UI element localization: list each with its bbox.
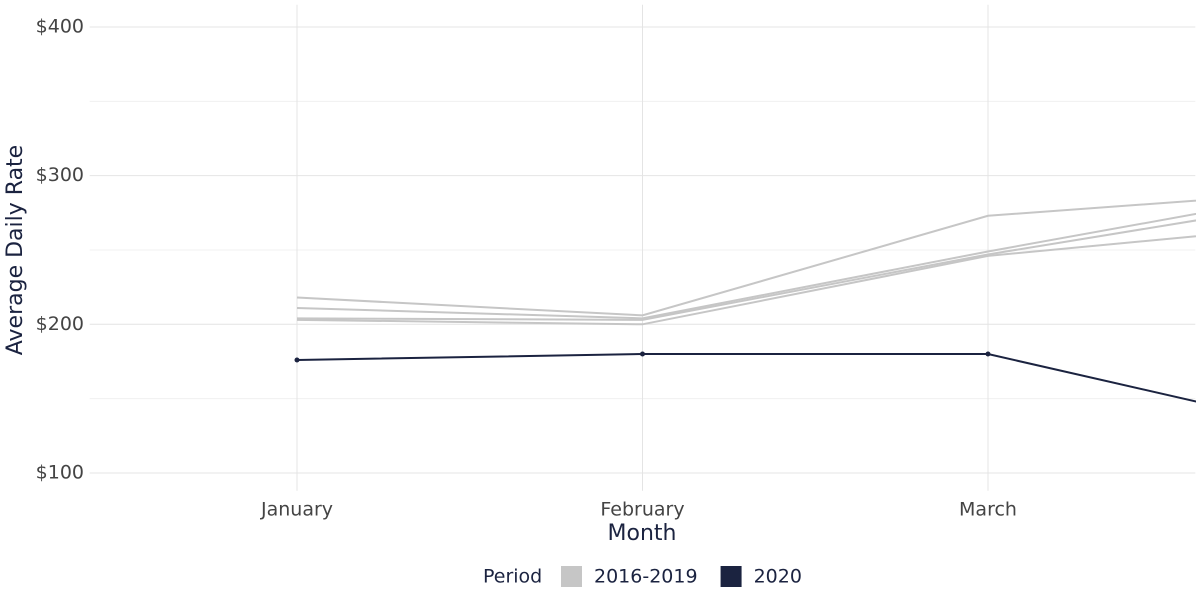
legend-label: 2020 [754, 566, 802, 588]
history-line [296, 219, 1196, 321]
history-line [296, 212, 1196, 320]
y-tick-label: $300 [36, 164, 84, 186]
legend: Period 2016-2019 2020 [483, 566, 802, 588]
legend-title: Period [483, 566, 542, 588]
y-tick-label: $400 [36, 15, 84, 37]
point [294, 357, 300, 363]
y-tick-label: $200 [36, 313, 84, 335]
history-line [296, 235, 1196, 326]
legend-swatch [720, 566, 742, 587]
x-tick-label: February [600, 499, 684, 521]
legend-swatch [561, 566, 582, 587]
history-line [296, 199, 1196, 317]
y-axis-title: Average Daily Rate [3, 145, 28, 355]
plot-area [89, 4, 1196, 491]
series-line [296, 353, 1196, 403]
y-tick-label: $100 [36, 461, 84, 483]
x-axis-title: Month [608, 521, 677, 546]
x-tick-label: January [260, 499, 333, 521]
point [640, 351, 645, 357]
legend-label: 2016-2019 [594, 566, 698, 588]
point [985, 351, 991, 357]
x-tick-label: March [959, 499, 1017, 521]
